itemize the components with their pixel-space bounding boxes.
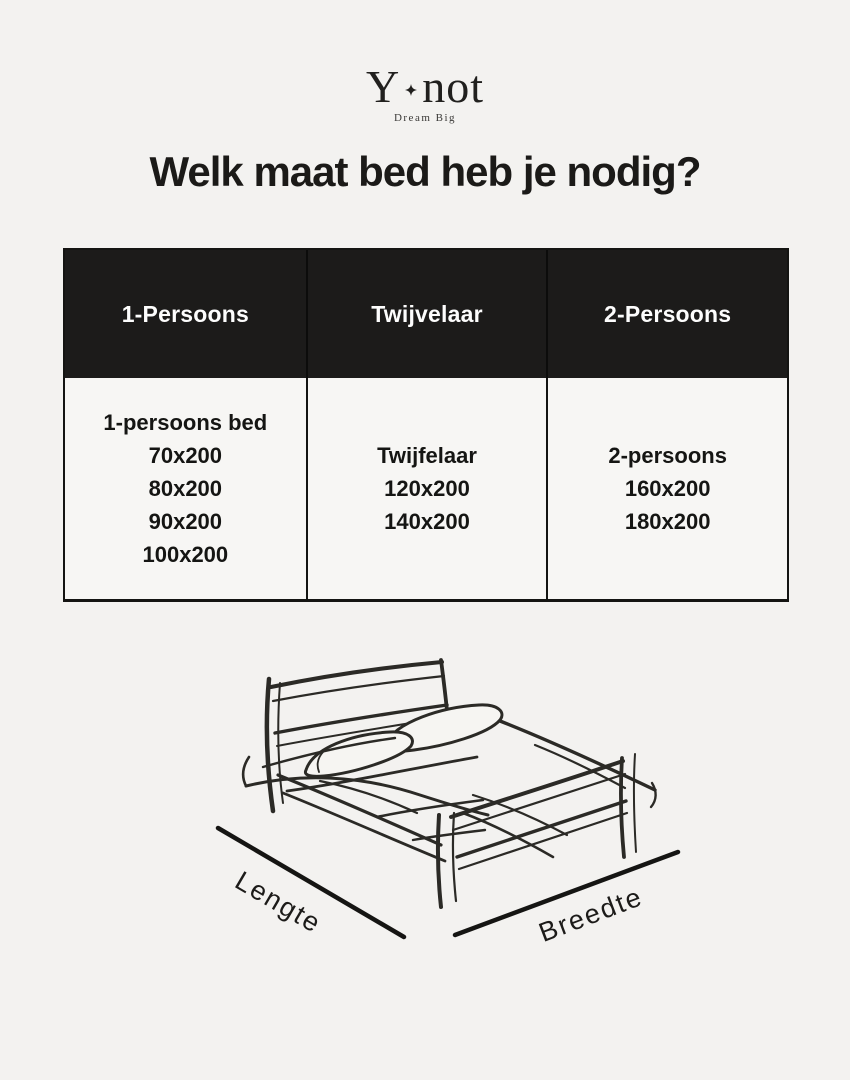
table-header-2persoons: 2-Persoons — [546, 250, 787, 378]
brand-tagline: Dream Big — [393, 112, 457, 124]
width-dimension-line — [452, 849, 681, 938]
size-row: 160x200 — [624, 476, 711, 501]
brand-name: Y not — [366, 64, 484, 110]
table-cell-twijfelaar: Twijfelaar 120x200 140x200 — [305, 378, 547, 599]
size-row: 70x200 — [148, 443, 223, 468]
table-cell-2persoons: 2-persoons 160x200 180x200 — [546, 378, 787, 599]
size-row: 120x200 — [384, 476, 470, 501]
brand-logo: Y not Dream Big — [0, 64, 850, 125]
size-row: Twijfelaar — [377, 443, 477, 468]
brand-prefix: Y — [365, 61, 401, 112]
size-row: 1-persoons bed — [103, 410, 268, 435]
table-header-1persoons: 1-Persoons — [65, 250, 306, 378]
bed-sketch-icon — [241, 658, 657, 909]
table-cell-1persoons: 1-persoons bed 70x200 80x200 90x200 100x… — [65, 378, 306, 599]
width-label: Breedte — [535, 881, 647, 948]
bed-size-table: 1-Persoons Twijvelaar 2-Persoons 1-perso… — [63, 248, 789, 602]
length-dimension-line — [215, 825, 407, 940]
size-row: 2-persoons — [608, 443, 727, 468]
page-title: Welk maat bed heb je nodig? — [149, 148, 702, 195]
size-row: 100x200 — [142, 542, 229, 567]
length-label: Lengte — [230, 865, 327, 939]
size-row: 80x200 — [148, 476, 223, 501]
size-row: 90x200 — [148, 509, 223, 534]
bed-diagram: Lengte Breedte — [215, 658, 681, 948]
brand-suffix: not — [422, 61, 484, 112]
size-row: 140x200 — [384, 509, 470, 534]
sparkle-icon — [405, 84, 418, 96]
size-row: 180x200 — [624, 509, 711, 534]
table-header-twijvelaar: Twijvelaar — [305, 250, 547, 378]
